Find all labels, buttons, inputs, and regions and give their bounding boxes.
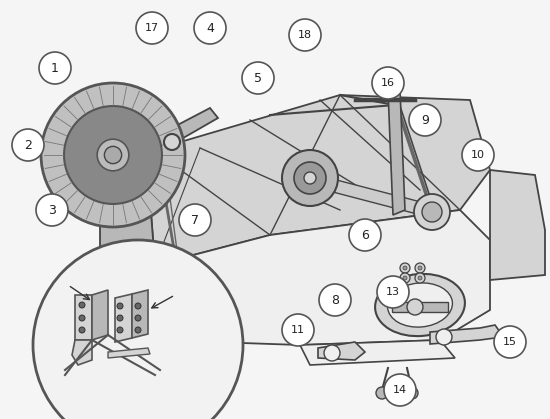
Polygon shape xyxy=(168,108,218,145)
Circle shape xyxy=(136,12,168,44)
Circle shape xyxy=(372,67,404,99)
Circle shape xyxy=(282,150,338,206)
Polygon shape xyxy=(100,195,160,340)
Polygon shape xyxy=(300,340,455,365)
Circle shape xyxy=(400,273,410,283)
Circle shape xyxy=(462,139,494,171)
Polygon shape xyxy=(490,170,545,280)
Text: 13: 13 xyxy=(386,287,400,297)
Polygon shape xyxy=(430,325,500,344)
Circle shape xyxy=(409,104,441,136)
Text: 14: 14 xyxy=(393,385,407,395)
Circle shape xyxy=(41,83,185,227)
Polygon shape xyxy=(115,294,132,342)
Circle shape xyxy=(179,204,211,236)
Polygon shape xyxy=(92,290,108,340)
Circle shape xyxy=(289,19,321,51)
Circle shape xyxy=(117,303,123,309)
Text: 7: 7 xyxy=(191,214,199,227)
Circle shape xyxy=(79,302,85,308)
Circle shape xyxy=(415,263,425,273)
Circle shape xyxy=(33,240,243,419)
Text: 18: 18 xyxy=(298,30,312,40)
Polygon shape xyxy=(306,172,440,220)
Polygon shape xyxy=(100,318,155,355)
Circle shape xyxy=(135,315,141,321)
Circle shape xyxy=(135,327,141,333)
Polygon shape xyxy=(75,295,92,340)
Circle shape xyxy=(494,326,526,358)
Text: 15: 15 xyxy=(503,337,517,347)
Text: 3: 3 xyxy=(48,204,56,217)
Polygon shape xyxy=(72,340,92,365)
Circle shape xyxy=(384,374,416,406)
Circle shape xyxy=(418,276,422,280)
Circle shape xyxy=(418,266,422,270)
Text: 6: 6 xyxy=(361,228,369,241)
Circle shape xyxy=(164,134,180,150)
Text: 4: 4 xyxy=(206,21,214,34)
Text: 5: 5 xyxy=(254,72,262,85)
Circle shape xyxy=(377,276,409,308)
Circle shape xyxy=(414,194,450,230)
Circle shape xyxy=(422,202,442,222)
Text: 16: 16 xyxy=(381,78,395,88)
Text: 9: 9 xyxy=(421,114,429,127)
Text: 17: 17 xyxy=(145,23,159,33)
Circle shape xyxy=(39,52,71,84)
Circle shape xyxy=(376,387,388,399)
Circle shape xyxy=(407,299,423,315)
Polygon shape xyxy=(388,90,405,215)
Circle shape xyxy=(294,162,326,194)
Circle shape xyxy=(79,327,85,333)
Text: 11: 11 xyxy=(291,325,305,335)
Text: 10: 10 xyxy=(471,150,485,160)
Circle shape xyxy=(117,327,123,333)
Circle shape xyxy=(36,194,68,226)
Text: 2: 2 xyxy=(24,139,32,152)
Circle shape xyxy=(400,263,410,273)
Polygon shape xyxy=(318,342,365,360)
Circle shape xyxy=(403,276,407,280)
Circle shape xyxy=(304,172,316,184)
Polygon shape xyxy=(150,95,490,265)
Text: 1: 1 xyxy=(51,62,59,75)
Circle shape xyxy=(324,345,340,361)
Polygon shape xyxy=(132,290,148,338)
Circle shape xyxy=(415,273,425,283)
Circle shape xyxy=(436,329,452,345)
Circle shape xyxy=(403,266,407,270)
Circle shape xyxy=(194,12,226,44)
Polygon shape xyxy=(155,210,490,345)
Circle shape xyxy=(64,106,162,204)
Circle shape xyxy=(406,387,418,399)
Ellipse shape xyxy=(388,283,453,327)
Circle shape xyxy=(135,303,141,309)
Circle shape xyxy=(349,219,381,251)
Polygon shape xyxy=(108,348,150,358)
Circle shape xyxy=(12,129,44,161)
Circle shape xyxy=(79,315,85,321)
Ellipse shape xyxy=(375,274,465,336)
Polygon shape xyxy=(392,302,448,312)
Circle shape xyxy=(282,314,314,346)
Circle shape xyxy=(104,146,122,164)
Circle shape xyxy=(117,315,123,321)
Text: 8: 8 xyxy=(331,293,339,307)
Circle shape xyxy=(319,284,351,316)
Circle shape xyxy=(97,139,129,171)
Circle shape xyxy=(242,62,274,94)
